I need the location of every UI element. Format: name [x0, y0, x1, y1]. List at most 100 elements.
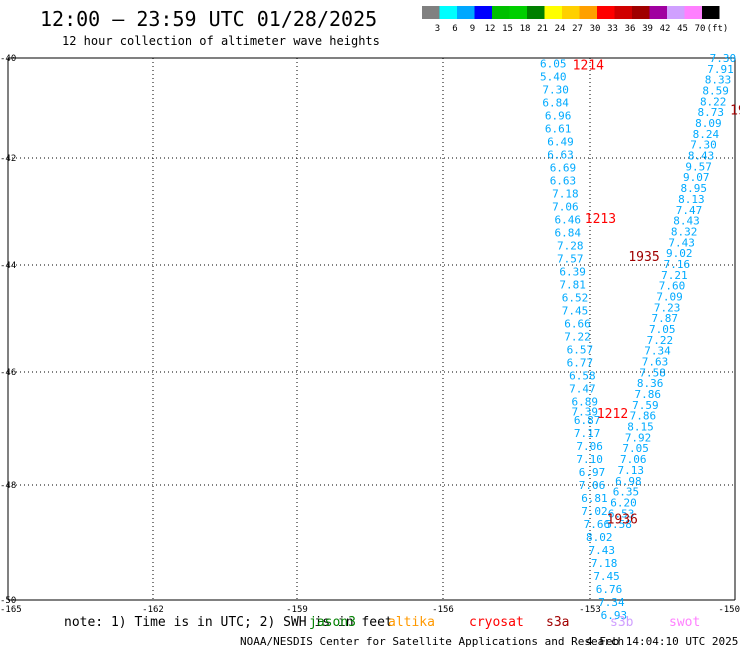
footer-note: note: 1) Time is in UTC; 2) SWH is in fe… — [64, 615, 393, 630]
wave-height-labels: 6.055.407.306.846.966.616.496.636.696.63… — [540, 52, 736, 622]
y-tick-label: -44 — [0, 261, 16, 271]
wave-height-value: 7.45 — [593, 570, 620, 583]
wave-height-value: 6.57 — [567, 344, 594, 357]
footer-credit: NOAA/NESDIS Center for Satellite Applica… — [240, 635, 624, 648]
wave-height-value: 6.39 — [559, 266, 586, 279]
wave-height-value: 7.06 — [620, 453, 647, 466]
wave-height-value: 7.30 — [690, 139, 717, 152]
wave-height-value: 7.18 — [591, 557, 618, 570]
wave-height-value: 8.73 — [698, 106, 725, 119]
wave-height-value: 8.43 — [688, 150, 715, 163]
colorbar-legend: 3 6 9 12 15 18 21 24 27 30 33 36 39 42 45 70 (ft) — [422, 6, 728, 34]
wave-height-value: 6.05 — [540, 57, 567, 70]
wave-height-value: 6.77 — [567, 357, 594, 370]
wave-height-value: 6.53 — [608, 507, 635, 520]
wave-height-value: 7.57 — [557, 253, 584, 266]
wave-height-value: 7.06 — [552, 201, 579, 214]
time-label: 1214 — [573, 59, 604, 74]
colorbar-swatch — [702, 6, 720, 19]
colorbar-swatch — [544, 6, 562, 19]
colorbar-label: 12 — [485, 24, 496, 34]
x-tick-label: -150 — [718, 605, 740, 615]
wave-height-value: 7.87 — [651, 312, 678, 325]
wave-height-value: 7.22 — [647, 334, 674, 347]
colorbar-label: 36 — [625, 24, 636, 34]
wave-height-value: 6.84 — [555, 227, 582, 240]
y-tick-label: -48 — [0, 481, 16, 491]
colorbar-swatch — [562, 6, 580, 19]
colorbar-label: 15 — [502, 24, 513, 34]
time-labels: 1214 1213 1212 19 1935 1936 — [573, 59, 740, 528]
wave-height-value: 7.16 — [664, 258, 691, 271]
x-tick-label: -153 — [579, 605, 601, 615]
wave-height-value: 7.91 — [707, 63, 734, 76]
wave-height-value: 6.87 — [574, 414, 601, 427]
wave-height-value: 9.07 — [683, 171, 710, 184]
x-axis-ticks: -165 -162 -159 -156 -153 -150 — [0, 605, 740, 615]
wave-height-value: 9.02 — [666, 247, 693, 260]
wave-height-value: 6.58 — [569, 370, 596, 383]
wave-height-value: 7.60 — [659, 280, 686, 293]
wave-height-value: 6.66 — [564, 318, 591, 331]
colorbar-swatch — [422, 6, 440, 19]
colorbar-label: 18 — [520, 24, 531, 34]
wave-height-value: 6.63 — [547, 148, 574, 161]
page-subtitle: 12 hour collection of altimeter wave hei… — [62, 34, 380, 48]
wave-height-value: 7.05 — [649, 323, 676, 336]
wave-height-value: 8.43 — [673, 215, 700, 228]
colorbar-swatch — [597, 6, 615, 19]
colorbar-swatch — [667, 6, 685, 19]
wave-height-value: 7.81 — [559, 279, 586, 292]
wave-height-value: 6.76 — [596, 583, 623, 596]
wave-height-value: 7.86 — [630, 410, 657, 423]
colorbar-label: 42 — [660, 24, 671, 34]
colorbar-swatch — [509, 6, 527, 19]
x-tick-label: -162 — [142, 605, 164, 615]
wave-height-value: 6.97 — [579, 466, 606, 479]
wave-height-value: 6.93 — [601, 609, 628, 622]
time-label: 19 — [730, 103, 740, 118]
colorbar-label: (ft) — [707, 24, 729, 34]
time-label: 1935 — [628, 250, 659, 265]
wave-height-value: 7.21 — [661, 269, 688, 282]
wave-height-value: 8.33 — [705, 74, 732, 87]
colorbar-swatch — [649, 6, 667, 19]
wave-height-value: 8.36 — [637, 377, 664, 390]
colorbar-label: 33 — [607, 24, 618, 34]
satellite-legend-cryosat: cryosat — [469, 615, 524, 630]
wave-height-value: 6.63 — [550, 174, 577, 187]
y-axis-ticks: -40 -42 -44 -46 -48 -50 — [0, 54, 16, 606]
colorbar-label: 24 — [555, 24, 566, 34]
wave-height-value: 7.06 — [579, 479, 606, 492]
time-label: 1213 — [585, 212, 616, 227]
wave-height-value: 7.30 — [542, 83, 569, 96]
wave-height-value: 8.15 — [627, 421, 654, 434]
time-label: 1212 — [597, 407, 628, 422]
x-tick-label: -159 — [286, 605, 308, 615]
wave-height-value: 7.05 — [622, 442, 649, 455]
wave-height-value: 8.13 — [678, 193, 705, 206]
wave-height-value: 6.61 — [545, 122, 572, 135]
wave-height-value: 6.52 — [562, 292, 589, 305]
wave-height-value: 7.43 — [668, 236, 695, 249]
y-tick-label: -46 — [0, 368, 16, 378]
y-tick-label: -40 — [0, 54, 16, 64]
wave-height-value: 8.32 — [671, 225, 698, 238]
wave-height-value: 6.20 — [610, 496, 637, 509]
wave-height-value: 7.39 — [572, 405, 599, 418]
wave-height-value: 6.49 — [547, 135, 574, 148]
plot-grid — [7, 57, 736, 601]
wave-height-value: 8.24 — [693, 128, 720, 141]
wave-height-value: 6.96 — [545, 109, 572, 122]
wave-height-value: 7.47 — [676, 204, 703, 217]
page-title: 12:00 – 23:59 UTC 01/28/2025 — [40, 7, 377, 31]
colorbar-label: 9 — [470, 24, 475, 34]
time-label: 1936 — [607, 513, 638, 528]
wave-height-value: 6.98 — [615, 475, 642, 488]
colorbar-swatch — [632, 6, 650, 19]
x-tick-label: -156 — [432, 605, 454, 615]
wave-height-value: 8.22 — [700, 95, 727, 108]
wave-height-value: 7.92 — [625, 431, 652, 444]
satellite-legend: jason3 altika cryosat s3a s3b swot — [309, 615, 700, 630]
